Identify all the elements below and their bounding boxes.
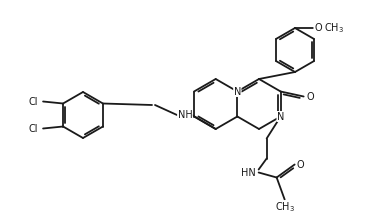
Text: NH: NH [177, 110, 192, 120]
Text: N: N [234, 86, 241, 97]
Text: HN: HN [241, 167, 256, 178]
Text: N: N [277, 112, 285, 121]
Text: O: O [297, 160, 305, 169]
Text: O: O [314, 23, 322, 33]
Text: CH$_3$: CH$_3$ [275, 201, 295, 214]
Text: Cl: Cl [28, 123, 38, 134]
Text: O: O [307, 92, 315, 101]
Text: Cl: Cl [28, 97, 38, 106]
Text: CH$_3$: CH$_3$ [324, 21, 344, 35]
